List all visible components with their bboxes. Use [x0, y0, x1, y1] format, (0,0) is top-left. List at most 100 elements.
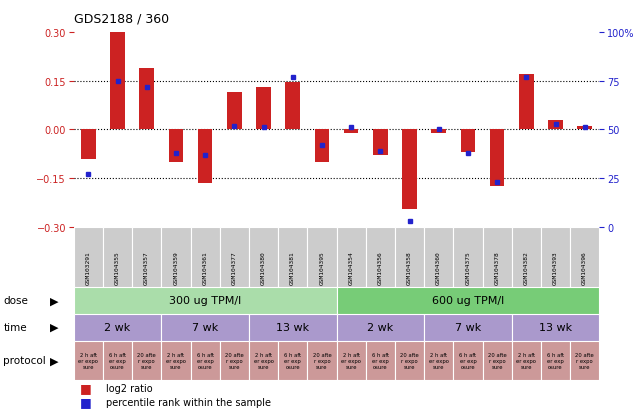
Text: ▶: ▶ — [50, 295, 59, 306]
Text: 20 afte
r expo
sure: 20 afte r expo sure — [313, 352, 331, 369]
Text: ■: ■ — [80, 395, 92, 408]
Bar — [519, 75, 533, 130]
Text: GSM104354: GSM104354 — [349, 250, 354, 284]
Bar — [249, 314, 337, 341]
Bar — [81, 130, 96, 159]
Text: 2 h aft
er expo
sure: 2 h aft er expo sure — [254, 352, 274, 369]
Text: GSM104358: GSM104358 — [407, 250, 412, 284]
Bar — [162, 314, 249, 341]
Bar — [344, 130, 358, 133]
Text: log2 ratio: log2 ratio — [106, 383, 153, 393]
Text: GSM104393: GSM104393 — [553, 250, 558, 284]
Bar — [132, 341, 162, 380]
Bar — [74, 314, 162, 341]
Text: ■: ■ — [80, 382, 92, 394]
Text: GSM104396: GSM104396 — [582, 250, 587, 284]
Text: percentile rank within the sample: percentile rank within the sample — [106, 396, 271, 407]
Text: 2 h aft
er expo
sure: 2 h aft er expo sure — [429, 352, 449, 369]
Text: 20 afte
r expo
sure: 20 afte r expo sure — [137, 352, 156, 369]
Text: GSM104359: GSM104359 — [174, 250, 178, 284]
Text: GSM104378: GSM104378 — [495, 250, 499, 284]
Text: 2 h aft
er expo
sure: 2 h aft er expo sure — [166, 352, 186, 369]
Text: GSM103291: GSM103291 — [86, 250, 91, 284]
Text: 7 wk: 7 wk — [455, 322, 481, 332]
Bar — [315, 130, 329, 162]
Text: GSM104395: GSM104395 — [319, 250, 324, 284]
Text: 6 h aft
er exp
osure: 6 h aft er exp osure — [372, 352, 389, 369]
Bar — [220, 341, 249, 380]
Text: GSM104377: GSM104377 — [232, 250, 237, 284]
Text: GSM104360: GSM104360 — [437, 250, 441, 284]
Text: GSM104381: GSM104381 — [290, 250, 296, 284]
Text: GDS2188 / 360: GDS2188 / 360 — [74, 12, 169, 25]
Bar — [74, 341, 103, 380]
Text: 20 afte
r expo
sure: 20 afte r expo sure — [576, 352, 594, 369]
Bar — [373, 130, 388, 156]
Bar — [424, 341, 453, 380]
Bar — [483, 341, 512, 380]
Bar — [403, 130, 417, 209]
Bar — [512, 341, 541, 380]
Bar — [541, 341, 570, 380]
Bar — [424, 227, 453, 287]
Bar — [431, 130, 446, 133]
Bar — [453, 341, 483, 380]
Bar — [307, 341, 337, 380]
Bar — [278, 227, 307, 287]
Bar — [307, 227, 337, 287]
Bar — [249, 227, 278, 287]
Text: GSM104357: GSM104357 — [144, 250, 149, 284]
Bar — [220, 227, 249, 287]
Bar — [169, 130, 183, 162]
Text: 20 afte
r expo
sure: 20 afte r expo sure — [225, 352, 244, 369]
Text: ▶: ▶ — [50, 322, 59, 332]
Bar — [578, 127, 592, 130]
Text: 6 h aft
er exp
osure: 6 h aft er exp osure — [109, 352, 126, 369]
Bar — [278, 341, 307, 380]
Bar — [190, 227, 220, 287]
Text: time: time — [3, 322, 27, 332]
Text: 600 ug TPM/l: 600 ug TPM/l — [432, 295, 504, 306]
Text: 7 wk: 7 wk — [192, 322, 218, 332]
Text: GSM104380: GSM104380 — [261, 250, 266, 284]
Bar — [74, 227, 103, 287]
Bar — [103, 227, 132, 287]
Text: 2 h aft
er expo
sure: 2 h aft er expo sure — [78, 352, 98, 369]
Bar — [227, 93, 242, 130]
Bar — [337, 314, 424, 341]
Bar — [490, 130, 504, 187]
Text: GSM104361: GSM104361 — [203, 250, 208, 284]
Bar — [337, 341, 366, 380]
Bar — [132, 227, 162, 287]
Text: 20 afte
r expo
sure: 20 afte r expo sure — [400, 352, 419, 369]
Bar — [256, 88, 271, 130]
Bar — [395, 227, 424, 287]
Bar — [366, 227, 395, 287]
Text: 2 h aft
er expo
sure: 2 h aft er expo sure — [341, 352, 361, 369]
Bar — [541, 227, 570, 287]
Text: 6 h aft
er exp
osure: 6 h aft er exp osure — [547, 352, 564, 369]
Bar — [453, 227, 483, 287]
Bar — [198, 130, 212, 183]
Text: protocol: protocol — [3, 355, 46, 366]
Bar — [570, 227, 599, 287]
Bar — [285, 83, 300, 130]
Bar — [140, 69, 154, 130]
Text: 6 h aft
er exp
osure: 6 h aft er exp osure — [284, 352, 301, 369]
Text: 2 wk: 2 wk — [104, 322, 131, 332]
Bar — [337, 227, 366, 287]
Bar — [190, 341, 220, 380]
Bar — [366, 341, 395, 380]
Bar — [162, 341, 190, 380]
Text: ▶: ▶ — [50, 355, 59, 366]
Bar — [74, 287, 337, 314]
Text: 2 h aft
er expo
sure: 2 h aft er expo sure — [517, 352, 537, 369]
Bar — [483, 227, 512, 287]
Bar — [103, 341, 132, 380]
Text: 6 h aft
er exp
osure: 6 h aft er exp osure — [460, 352, 476, 369]
Text: dose: dose — [3, 295, 28, 306]
Bar — [461, 130, 475, 153]
Text: 2 wk: 2 wk — [367, 322, 394, 332]
Text: 13 wk: 13 wk — [276, 322, 310, 332]
Text: 6 h aft
er exp
osure: 6 h aft er exp osure — [197, 352, 213, 369]
